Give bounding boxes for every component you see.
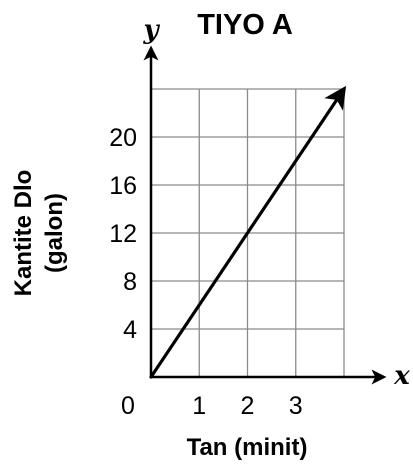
- series-line-1: [149, 85, 347, 379]
- x-ticks: 1 2 3: [192, 392, 302, 420]
- y-tick-label: 4: [123, 316, 137, 344]
- y-axis-symbol: y: [142, 15, 160, 45]
- y-tick-label: 12: [109, 220, 137, 248]
- y-ticks: 4 8 12 16 20: [109, 124, 137, 344]
- x-tick-label: 3: [289, 392, 303, 420]
- y-tick-label: 8: [123, 268, 137, 296]
- x-axis-symbol: x: [393, 361, 410, 391]
- x-tick-label: 1: [192, 392, 206, 420]
- origin-label: 0: [121, 392, 135, 420]
- y-axis-title-line-1: Kantite Dlo: [10, 170, 37, 297]
- x-tick-label: 2: [241, 392, 255, 420]
- chart-title: TIYO A: [197, 9, 293, 41]
- grid: [151, 88, 345, 377]
- x-axis-title: Tan (minit): [187, 434, 308, 461]
- y-tick-label: 16: [109, 172, 137, 200]
- y-tick-label: 20: [109, 124, 137, 152]
- y-axis-title-line-2: (galon): [41, 193, 68, 273]
- series-layer: [149, 85, 347, 379]
